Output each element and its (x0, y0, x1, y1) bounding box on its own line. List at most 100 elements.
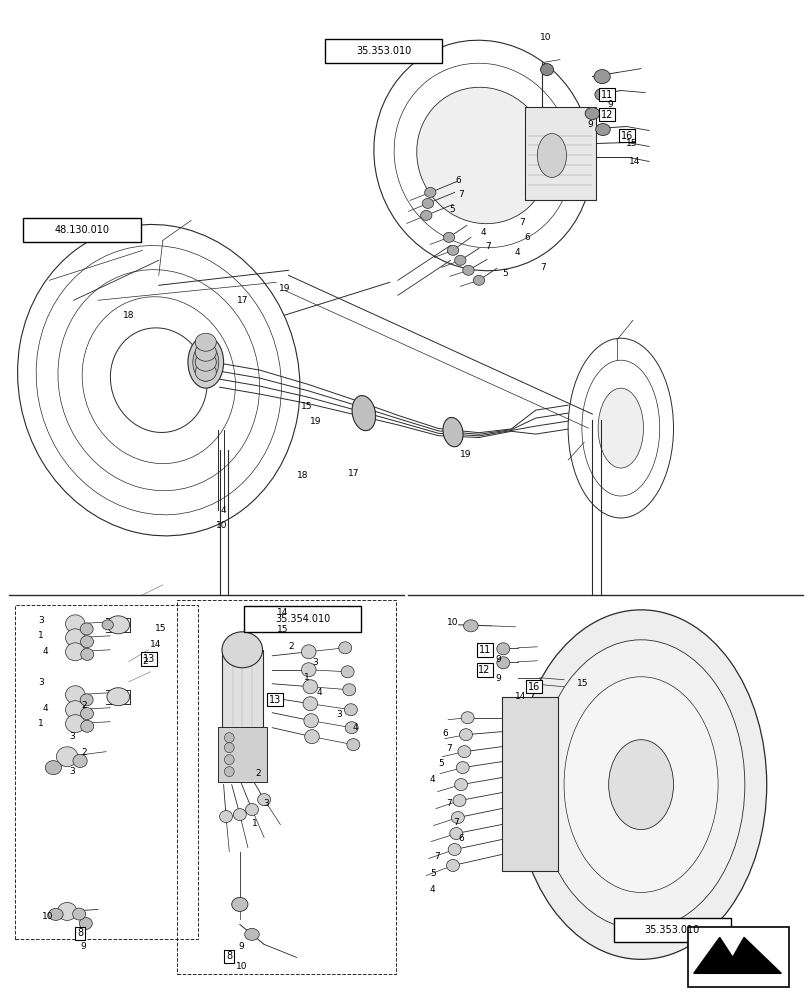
Text: 18: 18 (296, 471, 307, 480)
Ellipse shape (537, 640, 744, 929)
Text: 3: 3 (69, 732, 75, 741)
Ellipse shape (598, 388, 642, 468)
Text: 4: 4 (221, 506, 226, 515)
Text: 14: 14 (514, 692, 526, 701)
Text: 13: 13 (268, 695, 281, 705)
Text: 5: 5 (429, 869, 435, 878)
Ellipse shape (344, 704, 357, 716)
Text: 10: 10 (235, 962, 247, 971)
Ellipse shape (456, 762, 469, 774)
Ellipse shape (49, 908, 63, 920)
Ellipse shape (66, 629, 85, 647)
Text: 4: 4 (429, 885, 435, 894)
Ellipse shape (496, 643, 509, 655)
Ellipse shape (107, 616, 130, 634)
Ellipse shape (80, 694, 93, 706)
Ellipse shape (594, 70, 610, 84)
Text: 1: 1 (251, 819, 257, 828)
Text: 7: 7 (445, 799, 451, 808)
Text: 4: 4 (352, 723, 358, 732)
Bar (613, 918, 730, 942)
Bar (177, 600, 396, 974)
Ellipse shape (57, 747, 78, 767)
Ellipse shape (447, 245, 458, 255)
Ellipse shape (80, 636, 93, 648)
Ellipse shape (303, 680, 317, 694)
Ellipse shape (66, 643, 85, 661)
Ellipse shape (231, 897, 247, 911)
Ellipse shape (187, 336, 223, 388)
Text: 8: 8 (77, 928, 83, 938)
Ellipse shape (301, 645, 315, 659)
Text: 14: 14 (150, 640, 161, 649)
Ellipse shape (221, 632, 262, 668)
Text: 9: 9 (586, 120, 592, 129)
Text: 15: 15 (301, 402, 312, 411)
Text: 3: 3 (337, 710, 342, 719)
Text: 9: 9 (607, 100, 612, 109)
Ellipse shape (496, 657, 509, 669)
Text: 3: 3 (38, 678, 44, 687)
Ellipse shape (443, 232, 454, 242)
Text: 18: 18 (123, 311, 135, 320)
Text: 35.353.010: 35.353.010 (356, 46, 411, 56)
Ellipse shape (338, 642, 351, 654)
Ellipse shape (515, 610, 766, 959)
Text: 16: 16 (527, 682, 539, 692)
Text: 6: 6 (457, 834, 463, 843)
Ellipse shape (80, 623, 93, 635)
Text: 4: 4 (42, 704, 48, 713)
Text: 3: 3 (312, 658, 318, 667)
Text: 2: 2 (81, 748, 87, 757)
Text: 19: 19 (278, 284, 290, 293)
Text: 4: 4 (316, 688, 322, 697)
Ellipse shape (443, 417, 462, 447)
Text: 13: 13 (143, 654, 155, 664)
Ellipse shape (537, 134, 566, 177)
Text: 9: 9 (80, 942, 86, 951)
Ellipse shape (453, 795, 466, 807)
Text: 15: 15 (277, 625, 288, 634)
Ellipse shape (454, 255, 466, 265)
Ellipse shape (233, 809, 246, 821)
Ellipse shape (448, 844, 461, 856)
Text: 9: 9 (495, 674, 500, 683)
Ellipse shape (352, 396, 375, 431)
Text: 5: 5 (437, 759, 443, 768)
Ellipse shape (66, 715, 85, 733)
Text: 14: 14 (277, 608, 288, 617)
Text: 10: 10 (216, 521, 227, 530)
Ellipse shape (224, 755, 234, 765)
Text: 1: 1 (304, 673, 310, 682)
Text: 3: 3 (38, 616, 44, 625)
Ellipse shape (80, 648, 93, 660)
Ellipse shape (195, 363, 216, 381)
Bar (221, 650, 262, 770)
Polygon shape (693, 937, 780, 973)
Ellipse shape (58, 902, 77, 920)
Text: 9: 9 (238, 942, 244, 951)
Text: 7: 7 (518, 218, 524, 227)
Text: 4: 4 (513, 248, 519, 257)
Text: 19: 19 (460, 450, 471, 459)
Text: 7: 7 (457, 190, 463, 199)
Text: 7: 7 (445, 744, 451, 753)
Text: 12: 12 (478, 665, 490, 675)
Text: 8: 8 (226, 951, 232, 961)
Ellipse shape (342, 684, 355, 696)
Text: 17: 17 (348, 469, 359, 478)
Text: 10: 10 (42, 912, 54, 921)
Ellipse shape (585, 108, 599, 120)
Ellipse shape (416, 87, 548, 224)
Ellipse shape (424, 187, 436, 197)
Ellipse shape (449, 828, 462, 840)
Ellipse shape (195, 333, 216, 351)
Ellipse shape (80, 720, 93, 732)
Ellipse shape (224, 733, 234, 743)
Ellipse shape (244, 928, 259, 940)
Ellipse shape (80, 708, 93, 720)
Text: 15: 15 (154, 624, 166, 633)
Ellipse shape (66, 615, 85, 633)
Ellipse shape (462, 265, 474, 275)
Ellipse shape (301, 663, 315, 677)
